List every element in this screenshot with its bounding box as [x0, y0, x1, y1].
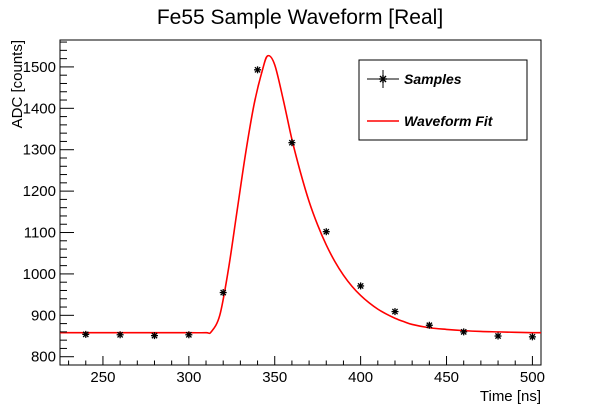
- sample-point: [460, 328, 468, 336]
- sample-point: [494, 332, 502, 340]
- legend-fit-label: Waveform Fit: [404, 113, 494, 129]
- legend-samples-marker: [367, 70, 399, 88]
- x-tick-label: 450: [434, 369, 459, 386]
- x-tick-label: 300: [176, 369, 201, 386]
- y-tick-label: 1000: [23, 266, 56, 283]
- sample-point: [391, 308, 399, 316]
- sample-point: [185, 331, 193, 339]
- axes-layer: 250 300 350 400 450 500 800 900 1000 1100 1200 1300…: [23, 41, 545, 386]
- x-tick-label: 400: [348, 369, 373, 386]
- chart-title: Fe55 Sample Waveform [Real]: [157, 6, 443, 29]
- legend-samples-label: Samples: [404, 71, 462, 87]
- sample-point: [357, 282, 365, 290]
- sample-point: [150, 332, 158, 340]
- y-tick-label: 1400: [23, 100, 56, 117]
- sample-point: [322, 228, 330, 236]
- y-axis-title: ADC [counts]: [9, 40, 26, 128]
- y-tick-label: 1500: [23, 59, 56, 76]
- sample-point: [116, 331, 124, 339]
- y-tick-label: 1200: [23, 183, 56, 200]
- sample-point: [528, 333, 536, 341]
- sample-point: [288, 139, 296, 147]
- y-tick-label: 800: [31, 349, 56, 366]
- x-tick-label: 350: [262, 369, 287, 386]
- x-tick-label: 500: [520, 369, 545, 386]
- sample-point: [219, 289, 227, 297]
- y-tick-label: 1100: [24, 225, 56, 242]
- sample-point: [82, 330, 90, 338]
- fit-layer: [60, 54, 542, 335]
- x-axis-title: Time [ns]: [480, 388, 541, 405]
- points-layer: [82, 66, 536, 341]
- y-tick-label: 900: [31, 307, 56, 324]
- x-tick-label: 250: [90, 369, 115, 386]
- sample-point: [425, 321, 433, 329]
- y-tick-label: 1300: [23, 142, 56, 159]
- legend: Samples Waveform Fit: [358, 59, 528, 141]
- legend-box: [358, 59, 528, 141]
- fit-curve: [60, 54, 542, 335]
- sample-point: [254, 66, 262, 74]
